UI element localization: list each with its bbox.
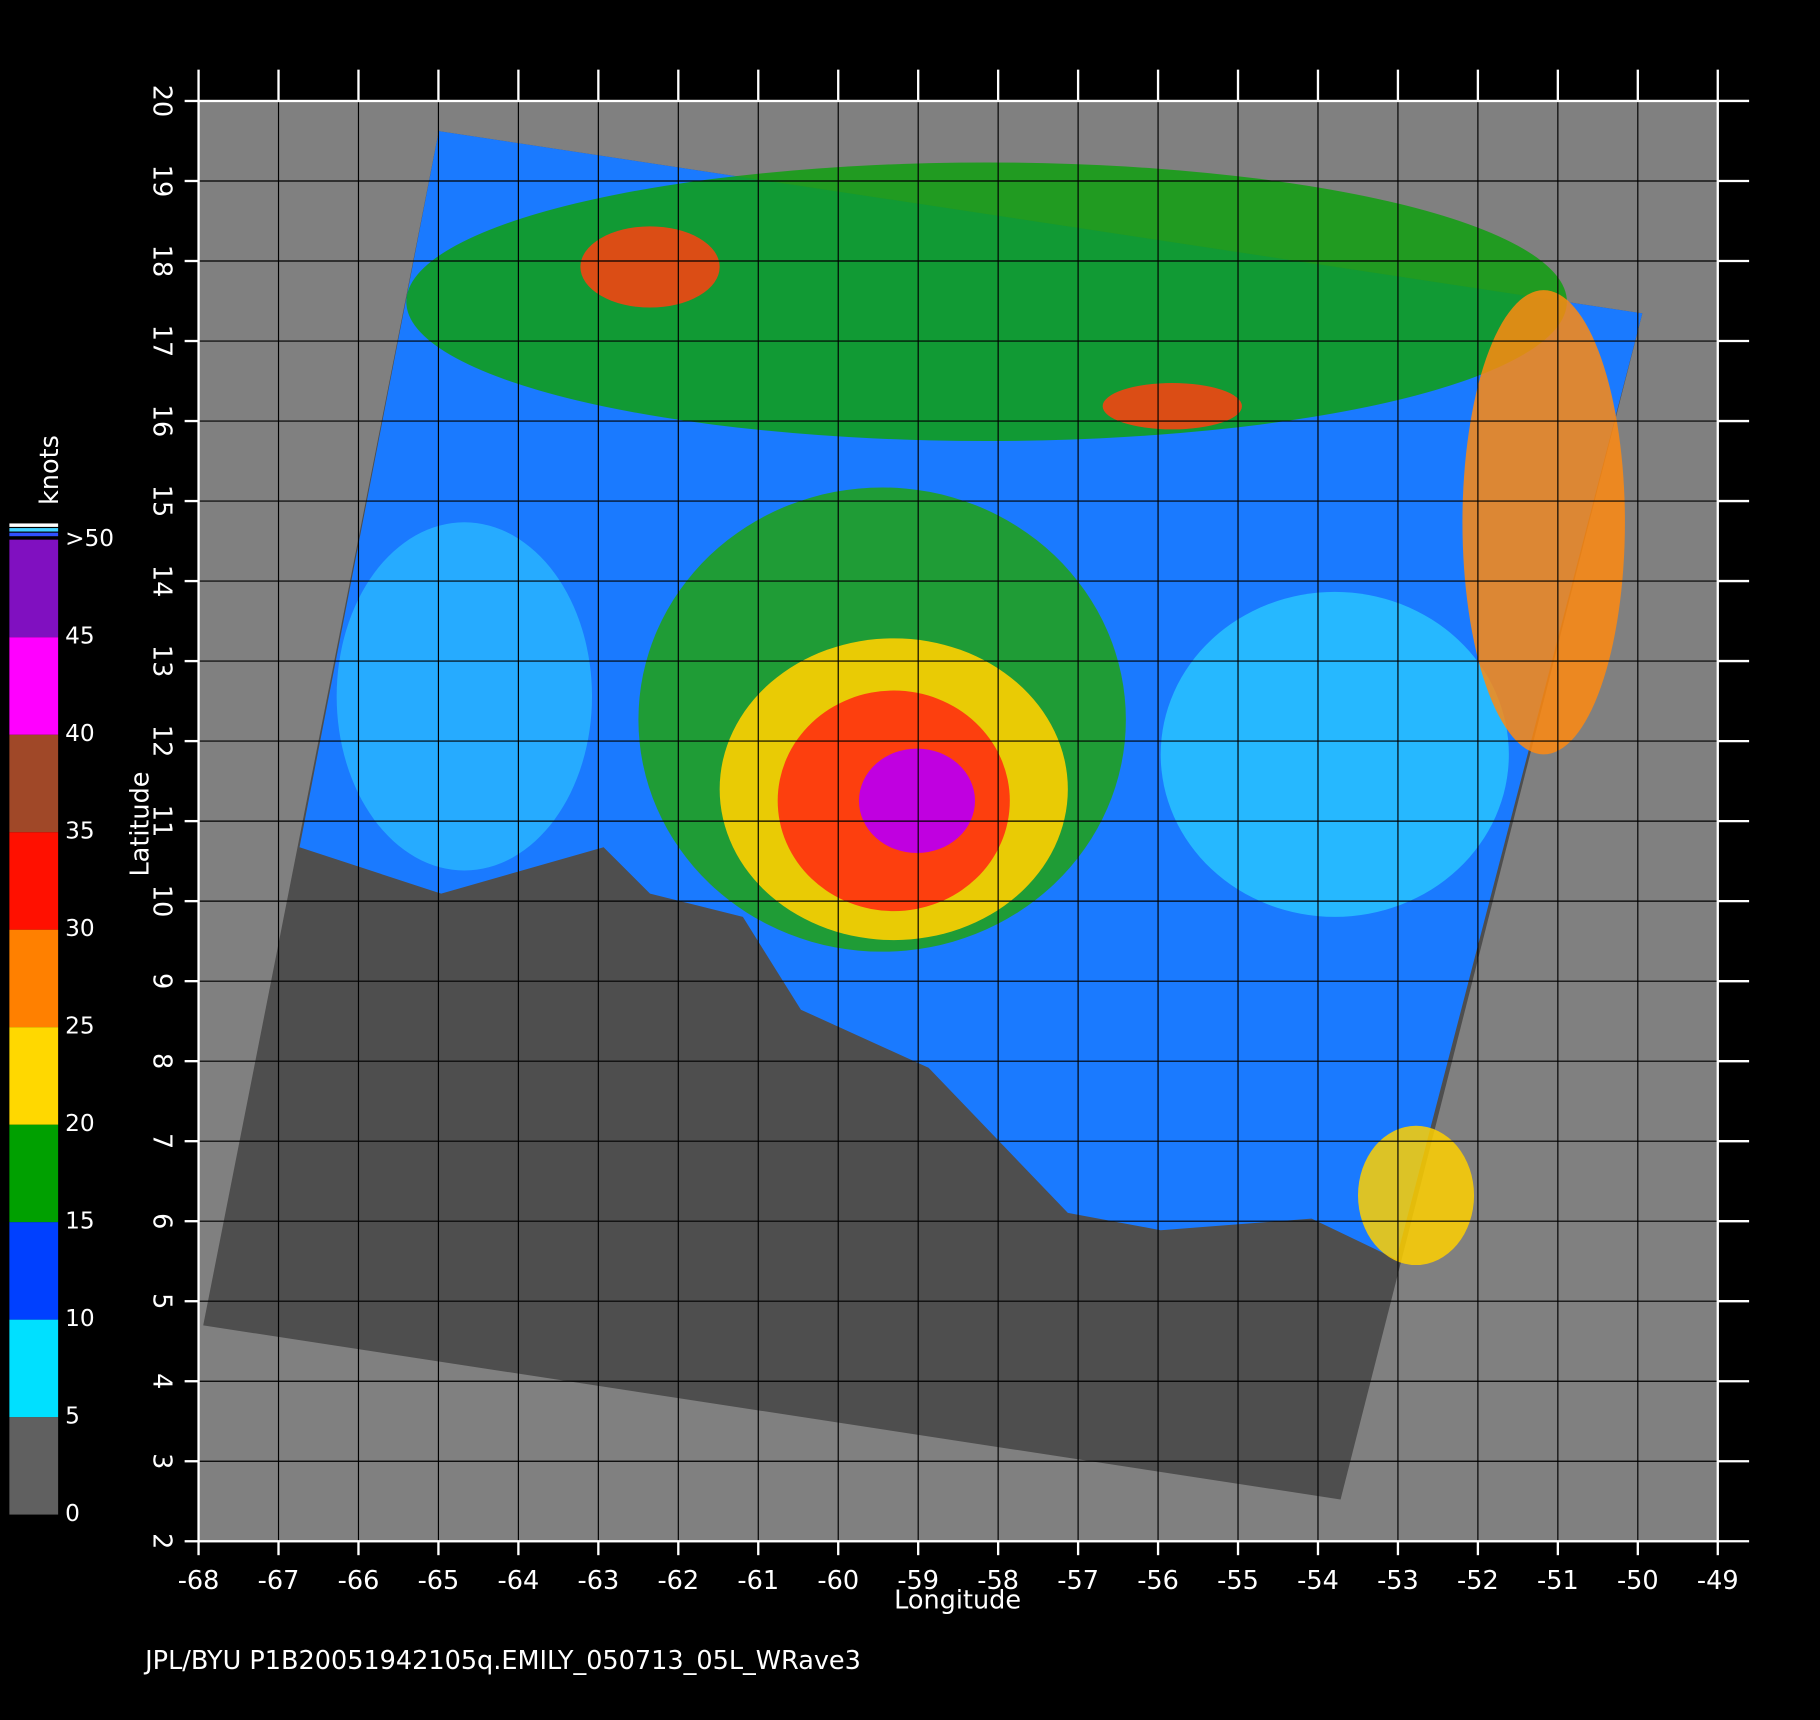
- x-tick-label: -67: [258, 1566, 300, 1596]
- colorbar-cap: [9, 523, 59, 527]
- y-tick-label: 3: [146, 1453, 176, 1469]
- colorbar-segment: [9, 734, 59, 833]
- colorbar-tick-label: 0: [65, 1500, 80, 1527]
- colorbar-tick-label: 35: [65, 818, 95, 845]
- x-tick-label: -49: [1697, 1566, 1739, 1596]
- wind-patch: [1102, 382, 1242, 430]
- y-tick-label: 13: [146, 645, 176, 677]
- footer: JPL/BYU P1B20051942105q.EMILY_050713_05L…: [143, 1646, 861, 1676]
- colorbar-tick-label: 15: [65, 1208, 95, 1235]
- y-tick-label: 11: [146, 805, 176, 837]
- y-tick-label: 20: [146, 85, 176, 117]
- x-tick-label: -60: [817, 1566, 859, 1596]
- colorbar-segment: [9, 1027, 59, 1125]
- y-tick-label: 10: [146, 885, 176, 917]
- colorbar-tick-label: 25: [65, 1013, 95, 1040]
- colorbar-cap: [9, 532, 59, 537]
- y-tick-label: 5: [146, 1293, 176, 1309]
- y-tick-label: 18: [146, 245, 176, 277]
- colorbar-title: knots: [35, 435, 65, 505]
- y-tick-label: 9: [146, 973, 176, 989]
- colorbar-tick-label: >50: [65, 525, 114, 552]
- y-tick-label: 12: [146, 725, 176, 757]
- y-tick-label: 17: [146, 325, 176, 357]
- storm-core: [858, 748, 975, 854]
- x-tick-label: -62: [657, 1566, 699, 1596]
- y-tick-label: 16: [146, 405, 176, 437]
- y-tick-label: 2: [146, 1533, 176, 1549]
- colorbar-segment: [9, 1417, 59, 1515]
- colorbar-segment: [9, 832, 59, 930]
- wind-patch: [1462, 290, 1625, 755]
- wind-patch: [580, 226, 720, 308]
- x-tick-label: -59: [897, 1566, 939, 1596]
- x-tick-label: -50: [1617, 1566, 1659, 1596]
- colorbar-tick-label: 45: [65, 623, 95, 650]
- colorbar-tick-label: 5: [65, 1403, 80, 1430]
- y-tick-label: 8: [146, 1053, 176, 1069]
- x-tick-label: -64: [498, 1566, 540, 1596]
- colorbar-segment: [9, 1222, 59, 1320]
- x-tick-label: -58: [977, 1566, 1019, 1596]
- x-axis-title: Longitude: [894, 1586, 1021, 1616]
- colorbar-tick-label: 30: [65, 915, 95, 942]
- y-tick-label: 7: [146, 1133, 176, 1149]
- colorbar-segment: [9, 929, 59, 1028]
- x-tick-label: -63: [578, 1566, 620, 1596]
- y-tick-label: 14: [146, 565, 176, 597]
- y-tick-label: 4: [146, 1373, 176, 1389]
- y-axis-title: Latitude: [126, 772, 156, 877]
- x-tick-label: -54: [1297, 1566, 1339, 1596]
- x-tick-label: -55: [1217, 1566, 1259, 1596]
- x-tick-label: -53: [1377, 1566, 1419, 1596]
- colorbar-tick-label: 40: [65, 720, 95, 747]
- x-tick-label: -56: [1137, 1566, 1179, 1596]
- wind-patch: [336, 522, 592, 871]
- swath: [203, 131, 1643, 1500]
- x-tick-label: -57: [1057, 1566, 1099, 1596]
- x-tick-label: -61: [737, 1566, 779, 1596]
- y-tick-label: 6: [146, 1213, 176, 1229]
- colorbar-segment: [9, 1319, 59, 1418]
- colorbar-tick-label: 20: [65, 1110, 95, 1137]
- colorbar-segment: [9, 637, 59, 735]
- colorbar-cap: [9, 528, 59, 532]
- x-tick-label: -65: [418, 1566, 460, 1596]
- x-tick-label: -68: [178, 1566, 220, 1596]
- y-tick-label: 15: [146, 485, 176, 517]
- wind-patch: [406, 162, 1567, 442]
- colorbar-segment: [9, 1124, 59, 1223]
- x-tick-label: -51: [1537, 1566, 1579, 1596]
- x-tick-label: -66: [338, 1566, 380, 1596]
- colorbar-segment: [9, 539, 59, 638]
- x-tick-label: -52: [1457, 1566, 1499, 1596]
- wind-patch: [1160, 591, 1509, 917]
- wind-patch: [1357, 1125, 1475, 1266]
- colorbar-tick-label: 10: [65, 1305, 95, 1332]
- y-tick-label: 19: [146, 165, 176, 197]
